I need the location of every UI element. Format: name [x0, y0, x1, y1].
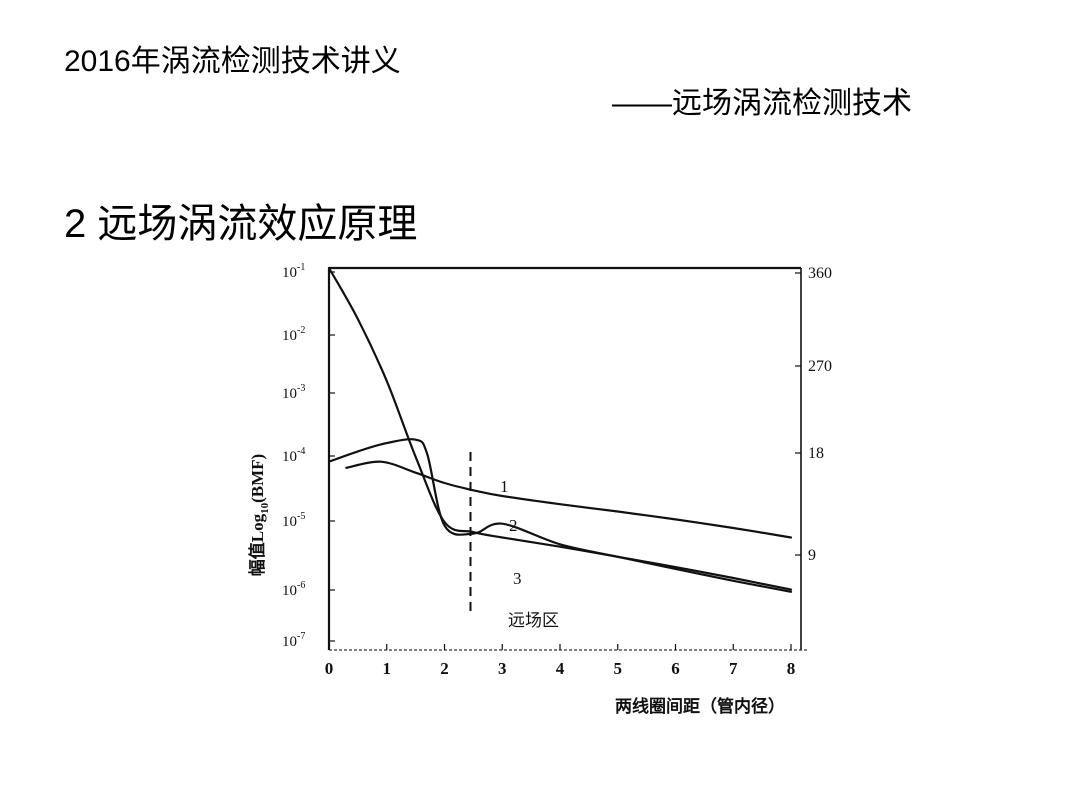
series-line-2: [327, 438, 793, 593]
right-tick-label: 360: [808, 265, 832, 282]
right-tick-label: 18: [808, 445, 824, 462]
y-tick-label: 10-1: [282, 262, 305, 281]
x-tick-label: 2: [440, 659, 449, 678]
x-tick-label: 5: [614, 659, 623, 678]
y-tick-label: 10-3: [282, 383, 305, 402]
section-heading: 2 远场涡流效应原理: [64, 202, 418, 246]
series-label: 1: [500, 477, 509, 496]
x-tick-label: 7: [729, 659, 738, 678]
x-axis-label: 两线圈间距（管内径）: [615, 696, 785, 716]
x-tick-label: 0: [325, 659, 334, 678]
right-tick-label: 9: [808, 547, 816, 564]
y-tick-label: 10-7: [282, 631, 305, 650]
right-tick-label: 270: [808, 358, 832, 375]
series-line-3: [345, 460, 793, 539]
series-label: 3: [513, 569, 522, 588]
y-tick-label: 10-4: [282, 446, 305, 465]
y-tick-label: 10-2: [282, 325, 305, 344]
y-axis-label: 幅值Log10(BMF): [247, 454, 271, 576]
x-tick-label: 3: [498, 659, 507, 678]
x-tick-label: 4: [556, 659, 565, 678]
series-label: 2: [509, 516, 518, 535]
slide-title: 2016年涡流检测技术讲义: [64, 45, 401, 78]
slide-subtitle: ——远场涡流检测技术: [612, 87, 912, 120]
x-tick-label: 8: [787, 659, 796, 678]
y-tick-label: 10-6: [282, 580, 305, 599]
series-line-1: [327, 266, 793, 591]
x-tick-label: 1: [383, 659, 392, 678]
y-tick-label: 10-5: [282, 511, 305, 530]
far-field-label: 远场区: [508, 611, 559, 630]
x-tick-label: 6: [671, 659, 680, 678]
